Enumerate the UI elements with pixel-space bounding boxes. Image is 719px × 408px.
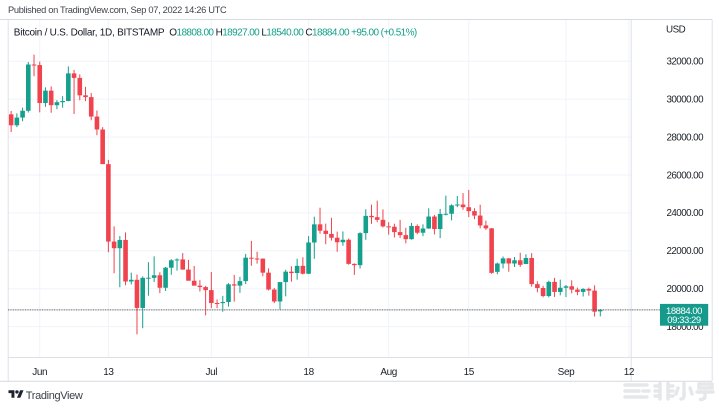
svg-text:15: 15 (464, 367, 475, 378)
svg-text:Sep: Sep (558, 367, 575, 378)
svg-text:TradingView: TradingView (26, 390, 83, 402)
svg-text:12: 12 (624, 367, 635, 378)
svg-text:O18808.00 H18927.00 L18540.00: O18808.00 H18927.00 L18540.00 C18884.00 … (169, 28, 417, 39)
svg-text:18884.00: 18884.00 (666, 306, 702, 317)
svg-text:09:33:29: 09:33:29 (667, 315, 701, 326)
svg-text:26000.00: 26000.00 (667, 170, 705, 181)
svg-text:Aug: Aug (380, 367, 397, 378)
svg-text:USD: USD (666, 25, 686, 36)
svg-text:Bitcoin / U.S. Dollar, 1D, BIT: Bitcoin / U.S. Dollar, 1D, BITSTAMP (14, 28, 165, 39)
svg-text:32000.00: 32000.00 (667, 57, 705, 68)
svg-text:28000.00: 28000.00 (667, 132, 705, 143)
svg-text:24000.00: 24000.00 (667, 208, 705, 219)
svg-text:Jul: Jul (206, 367, 218, 378)
svg-text:20000.00: 20000.00 (667, 284, 705, 295)
svg-text:22000.00: 22000.00 (667, 246, 705, 257)
svg-text:Jun: Jun (32, 367, 47, 378)
svg-text:30000.00: 30000.00 (667, 95, 705, 106)
svg-text:18000.00: 18000.00 (667, 322, 705, 333)
svg-text:Published on TradingView.com,: Published on TradingView.com, Sep 07, 20… (8, 5, 227, 15)
svg-text:13: 13 (103, 367, 114, 378)
svg-text:18: 18 (303, 367, 314, 378)
